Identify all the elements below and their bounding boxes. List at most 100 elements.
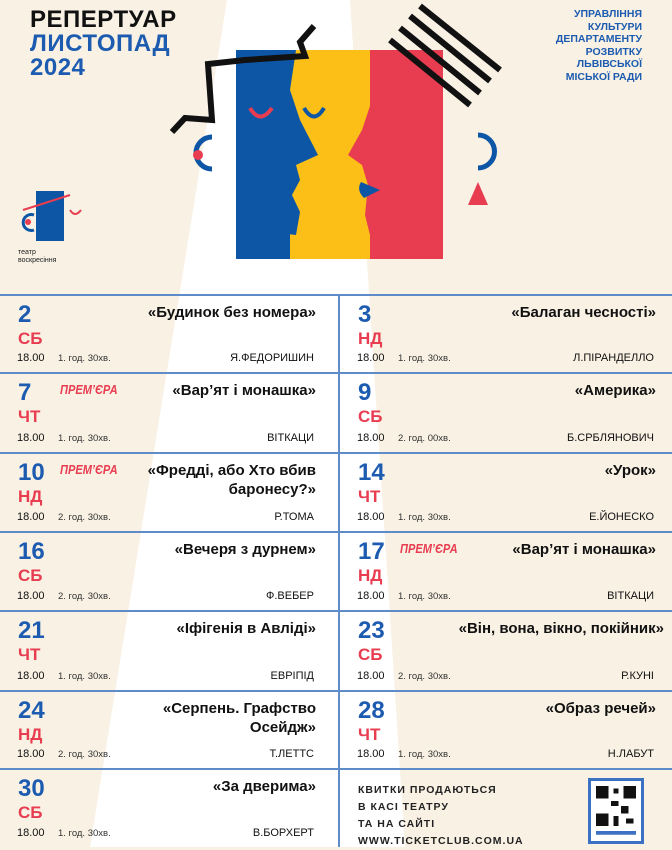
org-line: МІСЬКОЇ РАДИ — [565, 70, 642, 83]
tickets-line: В КАСІ ТЕАТРУ — [358, 801, 449, 813]
premiere-badge: ПРЕМ’ЄРА — [60, 382, 118, 397]
event-card: 24 НД 18.00 2. год. 30хв. «Серпень. Графство… — [0, 692, 334, 768]
event-card: 17 НД 18.00 1. год. 30хв. «Вар’ят і монашка»… — [340, 533, 672, 610]
event-duration: 2. год. 00хв. — [398, 433, 451, 444]
title-month: ЛИСТОПАД — [30, 30, 171, 57]
tickets-text: КВИТКИ ПРОДАЮТЬСЯ В КАСІ ТЕАТРУ ТА НА САЙТ… — [358, 782, 524, 850]
event-author: Ф.ВЕБЕР — [266, 590, 314, 602]
org-line: ЛЬВІВСЬКОЇ — [576, 58, 642, 70]
org-line: УПРАВЛІННЯ — [573, 8, 642, 20]
event-time: 18.00 — [17, 590, 45, 602]
event-duration: 2. год. 30хв. — [58, 749, 111, 760]
schedule-row: 10 НД 18.00 2. год. 30хв. «Фредді, або Хто в… — [0, 452, 672, 531]
schedule-row: 24 НД 18.00 2. год. 30хв. «Серпень. Графство… — [0, 690, 672, 768]
event-time: 18.00 — [17, 670, 45, 682]
event-weekday: НД — [358, 566, 383, 585]
event-weekday: СБ — [358, 645, 383, 664]
event-author: Я.ФЕДОРИШИН — [230, 352, 314, 364]
event-title: «Іфігенія в Авліді» — [176, 620, 316, 637]
tickets-line: ТА НА САЙТІ — [358, 818, 436, 830]
logo-text: театр воскресіння — [18, 249, 56, 265]
event-duration: 1. год. 30хв. — [398, 749, 451, 760]
event-author: В.БОРХЕРТ — [252, 827, 314, 839]
event-weekday: СБ — [18, 566, 43, 585]
event-day: 28 — [358, 697, 385, 724]
event-day: 10 — [18, 459, 45, 486]
org-line: ДЕПАРТАМЕНТУ — [555, 33, 642, 45]
tickets-line[interactable]: WWW.TICKETCLUB.COM.UA — [358, 835, 524, 847]
poster-title: РЕПЕРТУАР ЛИСТОПАД 2024 — [30, 8, 177, 80]
org-line: РОЗВИТКУ — [585, 45, 642, 58]
event-title: «Урок» — [604, 462, 656, 479]
event-day: 3 — [358, 301, 372, 328]
event-title: «Серпень. Графство Осейдж» — [162, 700, 316, 736]
tickets-line: КВИТКИ ПРОДАЮТЬСЯ — [358, 784, 497, 796]
event-duration: 2. год. 30хв. — [58, 591, 111, 602]
poster-artwork — [21, 3, 502, 259]
schedule-row: 30 СБ 18.00 1. год. 30хв. «За дверима» В.БОРХ… — [0, 768, 672, 847]
event-card: 16 СБ 18.00 2. год. 30хв. «Вечеря з дурнем» Ф… — [0, 533, 334, 610]
event-title: «Вар’ят і монашка» — [512, 541, 656, 558]
qr-code-icon[interactable] — [588, 778, 644, 844]
event-day: 14 — [358, 459, 385, 486]
column-divider — [338, 294, 340, 847]
schedule-row: 16 СБ 18.00 2. год. 30хв. «Вечеря з дурнем» Ф… — [0, 531, 672, 610]
title-year: 2024 — [30, 54, 86, 81]
event-weekday: ЧТ — [18, 645, 41, 664]
title-repertoire: РЕПЕРТУАР — [30, 6, 177, 33]
schedule-row: 21 ЧТ 18.00 1. год. 30хв. «Іфігенія в Авліді… — [0, 610, 672, 690]
event-weekday: СБ — [18, 803, 43, 822]
schedule-row: 2 СБ 18.00 1. год. 30хв. «Будинок без номера… — [0, 294, 672, 372]
event-time: 18.00 — [357, 748, 385, 760]
event-author: Т.ЛЕТТС — [269, 748, 315, 760]
event-card: 14 ЧТ 18.00 1. год. 30хв. «Урок» Е.ЙОНЕСКО — [340, 454, 672, 531]
event-day: 24 — [18, 697, 45, 724]
event-weekday: НД — [358, 329, 383, 348]
tickets-info: КВИТКИ ПРОДАЮТЬСЯ В КАСІ ТЕАТРУ ТА НА САЙТ… — [340, 770, 672, 847]
event-weekday: НД — [18, 725, 43, 744]
event-author: Р.КУНІ — [621, 670, 654, 682]
event-title: «Він, вона, вікно, покійник» — [458, 620, 664, 637]
event-weekday: ЧТ — [358, 487, 381, 506]
event-time: 18.00 — [357, 432, 385, 444]
event-day: 2 — [18, 301, 32, 328]
event-author: Е.ЙОНЕСКО — [589, 511, 654, 523]
event-title: «За дверима» — [212, 778, 316, 795]
event-time: 18.00 — [17, 827, 45, 839]
event-author: Р.ТОМА — [274, 511, 314, 523]
event-weekday: СБ — [18, 329, 43, 348]
event-day: 21 — [18, 617, 45, 644]
event-duration: 2. год. 30хв. — [58, 512, 111, 523]
logo-text-1: театр — [18, 249, 36, 256]
schedule-row: 7 ЧТ 18.00 1. год. 30хв. «Вар’ят і монашка» В… — [0, 372, 672, 452]
event-day: 7 — [18, 379, 32, 406]
event-author: Л.ПІРАНДЕЛЛО — [573, 352, 654, 364]
event-author: ВІТКАЦИ — [267, 432, 314, 444]
theatre-logo — [21, 191, 82, 241]
event-author: Н.ЛАБУТ — [607, 748, 654, 760]
event-title: «Будинок без номера» — [147, 304, 316, 321]
event-duration: 1. год. 30хв. — [58, 828, 111, 839]
event-weekday: ЧТ — [18, 407, 41, 426]
event-time: 18.00 — [17, 432, 45, 444]
event-time: 18.00 — [357, 590, 385, 602]
event-title: «Америка» — [574, 382, 656, 399]
event-author: ЕВРІПІД — [270, 670, 314, 682]
event-weekday: ЧТ — [358, 725, 381, 744]
event-card: 21 ЧТ 18.00 1. год. 30хв. «Іфігенія в Авліді… — [0, 612, 334, 690]
event-time: 18.00 — [17, 352, 45, 364]
organization-name: УПРАВЛІННЯ КУЛЬТУРИ ДЕПАРТАМЕНТУ РОЗВИТК… — [556, 8, 642, 83]
premiere-badge: ПРЕМ’ЄРА — [400, 541, 458, 556]
event-title: «Фредді, або Хто вбив баронесу?» — [147, 462, 316, 498]
event-time: 18.00 — [17, 511, 45, 523]
event-day: 30 — [18, 775, 45, 802]
event-card: 2 СБ 18.00 1. год. 30хв. «Будинок без номера… — [0, 296, 334, 372]
org-line: КУЛЬТУРИ — [587, 20, 642, 33]
event-title: «Балаган чесності» — [511, 304, 656, 321]
event-card: 28 ЧТ 18.00 1. год. 30хв. «Образ речей» Н.ЛАБ… — [340, 692, 672, 768]
event-day: 16 — [18, 538, 45, 565]
event-time: 18.00 — [357, 511, 385, 523]
event-time: 18.00 — [17, 748, 45, 760]
event-weekday: НД — [18, 487, 43, 506]
premiere-badge: ПРЕМ’ЄРА — [60, 462, 118, 477]
